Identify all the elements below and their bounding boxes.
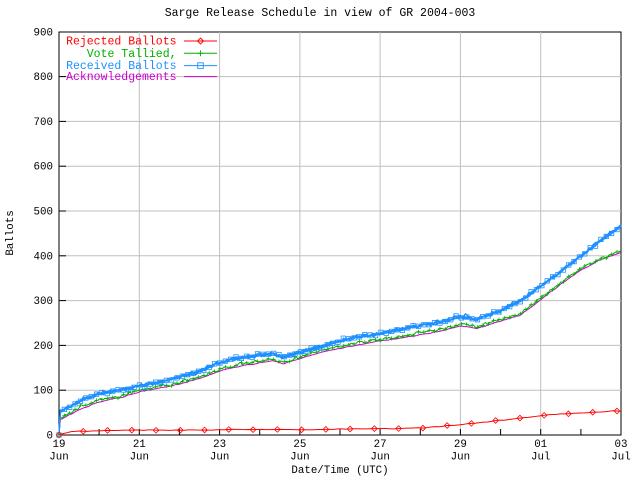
svg-text:500: 500 <box>34 207 53 219</box>
svg-text:Ballots: Ballots <box>5 210 17 255</box>
svg-text:01: 01 <box>534 439 547 451</box>
svg-text:Rejected Ballots: Rejected Ballots <box>66 36 176 49</box>
svg-text:Jul: Jul <box>611 452 630 464</box>
svg-text:700: 700 <box>34 117 53 129</box>
svg-text:Acknowledgements: Acknowledgements <box>66 71 176 84</box>
svg-text:600: 600 <box>34 162 53 174</box>
svg-text:Sarge Release Schedule in view: Sarge Release Schedule in view of GR 200… <box>165 7 476 20</box>
svg-text:200: 200 <box>34 341 53 353</box>
svg-text:23: 23 <box>213 439 226 451</box>
svg-text:25: 25 <box>293 439 306 451</box>
svg-text:03: 03 <box>615 439 628 451</box>
svg-text:400: 400 <box>34 251 53 263</box>
svg-text:Jun: Jun <box>130 452 149 464</box>
svg-text:27: 27 <box>374 439 387 451</box>
svg-text:19: 19 <box>53 439 66 451</box>
svg-text:Vote Tallied,: Vote Tallied, <box>87 48 177 61</box>
svg-text:21: 21 <box>133 439 146 451</box>
svg-text:Jul: Jul <box>531 452 550 464</box>
svg-text:100: 100 <box>34 386 53 398</box>
svg-text:Date/Time (UTC): Date/Time (UTC) <box>291 465 388 477</box>
svg-text:Jun: Jun <box>49 452 68 464</box>
svg-text:Jun: Jun <box>451 452 470 464</box>
svg-text:300: 300 <box>34 296 53 308</box>
svg-text:29: 29 <box>454 439 467 451</box>
svg-text:800: 800 <box>34 72 53 84</box>
svg-text:Jun: Jun <box>370 452 389 464</box>
svg-text:Jun: Jun <box>210 452 229 464</box>
svg-text:900: 900 <box>34 28 53 40</box>
svg-text:Jun: Jun <box>290 452 309 464</box>
